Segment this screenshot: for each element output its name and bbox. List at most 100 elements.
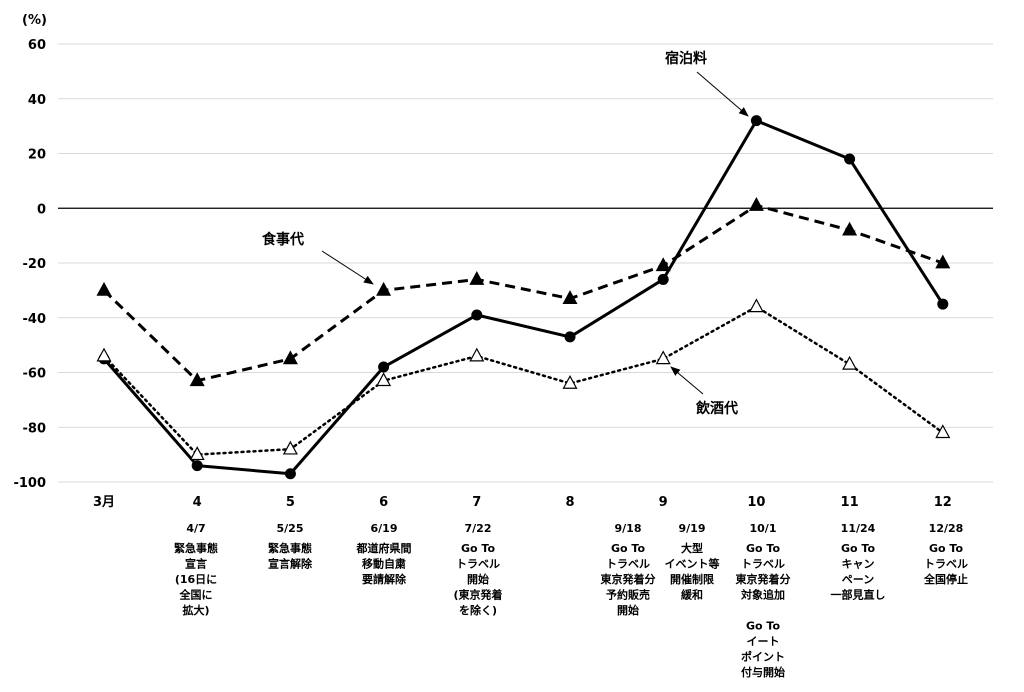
- data-point: [284, 468, 296, 480]
- data-point: [376, 281, 392, 296]
- x-tick-label: 7: [472, 495, 481, 510]
- annotation-text: 要請解除: [362, 572, 407, 586]
- data-point: [842, 355, 858, 370]
- series-label: 飲酒代: [695, 400, 738, 417]
- annotation-text: 開始: [617, 603, 639, 617]
- data-point: [378, 361, 390, 373]
- y-tick-label: 40: [28, 93, 46, 108]
- x-tick-label: 11: [841, 495, 859, 510]
- annotation-date: 11/24: [841, 522, 876, 535]
- annotation-text: ポイント: [741, 650, 785, 664]
- y-tick-label: -20: [23, 257, 47, 272]
- annotation-text: 緩和: [681, 588, 703, 602]
- annotation-text: 東京発着分: [601, 572, 656, 586]
- label-arrow: [670, 366, 704, 395]
- series-label: 宿泊料: [665, 50, 707, 67]
- annotation-date: 10/1: [750, 522, 777, 535]
- annotation-text: 東京発着分: [736, 572, 791, 586]
- annotation-date: 7/22: [465, 522, 492, 535]
- series-group: [96, 115, 951, 480]
- data-point: [189, 372, 205, 387]
- annotation-text: 都道府県間: [356, 541, 412, 555]
- annotation-text: イベント等: [665, 557, 720, 571]
- annotation-date: 5/25: [277, 522, 304, 535]
- data-point: [469, 347, 485, 362]
- data-point: [282, 350, 298, 365]
- data-point: [842, 221, 858, 236]
- annotation-date: 12/28: [929, 522, 964, 535]
- annotation-text: トラベル: [606, 558, 650, 571]
- x-tick-label: 9: [659, 495, 668, 510]
- x-tick-label: 3月: [93, 495, 115, 510]
- data-point: [844, 153, 856, 165]
- annotation-text: 宣言解除: [268, 557, 313, 571]
- x-tick-label: 10: [747, 495, 765, 510]
- annotation-text: イート: [747, 635, 780, 648]
- data-point: [748, 197, 764, 211]
- annotation-date: 9/19: [679, 522, 706, 535]
- annotation-text: 一部見直し: [831, 588, 886, 602]
- data-point: [96, 281, 112, 296]
- data-point: [937, 298, 949, 310]
- x-tick-label: 4: [193, 495, 202, 510]
- data-point: [96, 347, 112, 362]
- data-point: [935, 254, 951, 269]
- data-point: [748, 298, 764, 313]
- annotation-text: 拡大): [182, 603, 209, 617]
- series-2: [96, 298, 951, 461]
- data-point: [471, 309, 483, 321]
- y-tick-label: -100: [13, 476, 46, 491]
- annotation-date: 4/7: [186, 522, 205, 535]
- annotation-text: (16日に: [175, 573, 217, 586]
- y-tick-label: -60: [23, 367, 47, 382]
- annotation-text: Go To: [841, 542, 875, 555]
- annotation-text: トラベル: [741, 558, 785, 571]
- data-point: [655, 350, 671, 365]
- annotation-text: トラベル: [924, 558, 968, 571]
- y-axis: (%) 60 40 20 0 -20 -40 -60 -80 -100: [13, 13, 46, 491]
- data-point: [469, 270, 485, 285]
- series-line: [102, 204, 944, 383]
- y-tick-label: 60: [28, 38, 46, 53]
- data-point: [189, 446, 205, 461]
- annotation-text: Go To: [746, 620, 780, 633]
- annotation-text: 開催制限: [670, 572, 714, 586]
- series-label: 食事代: [262, 231, 304, 248]
- annotation-text: を除く): [459, 603, 497, 617]
- annotation-text: 予約販売: [606, 588, 650, 602]
- annotation-text: 大型: [681, 541, 703, 555]
- series-line: [102, 305, 945, 456]
- annotation-text: 緊急事態: [268, 541, 312, 555]
- annotation-text: キャン: [842, 558, 875, 571]
- annotation-text: 全国に: [179, 588, 213, 602]
- label-arrow: [696, 71, 749, 117]
- data-point: [191, 460, 203, 472]
- annotation-text: 付与開始: [741, 665, 785, 679]
- series-line: [102, 119, 945, 476]
- x-tick-label: 6: [379, 495, 388, 510]
- y-tick-label: -80: [23, 421, 47, 436]
- series-0: [98, 115, 949, 480]
- annotation-text: Go To: [461, 542, 495, 555]
- annotation-text: 移動自粛: [362, 557, 406, 571]
- data-point: [562, 290, 578, 304]
- annotation-date: 9/18: [615, 522, 642, 535]
- annotation-text: 対象追加: [740, 588, 785, 602]
- y-tick-label: 20: [28, 148, 46, 163]
- annotation-text: 全国停止: [923, 572, 968, 586]
- data-point: [655, 257, 671, 272]
- x-tick-label: 12: [934, 495, 952, 510]
- label-arrow: [321, 250, 374, 285]
- annotation-text: トラベル: [456, 558, 500, 571]
- data-point: [935, 424, 951, 439]
- data-point: [282, 440, 298, 455]
